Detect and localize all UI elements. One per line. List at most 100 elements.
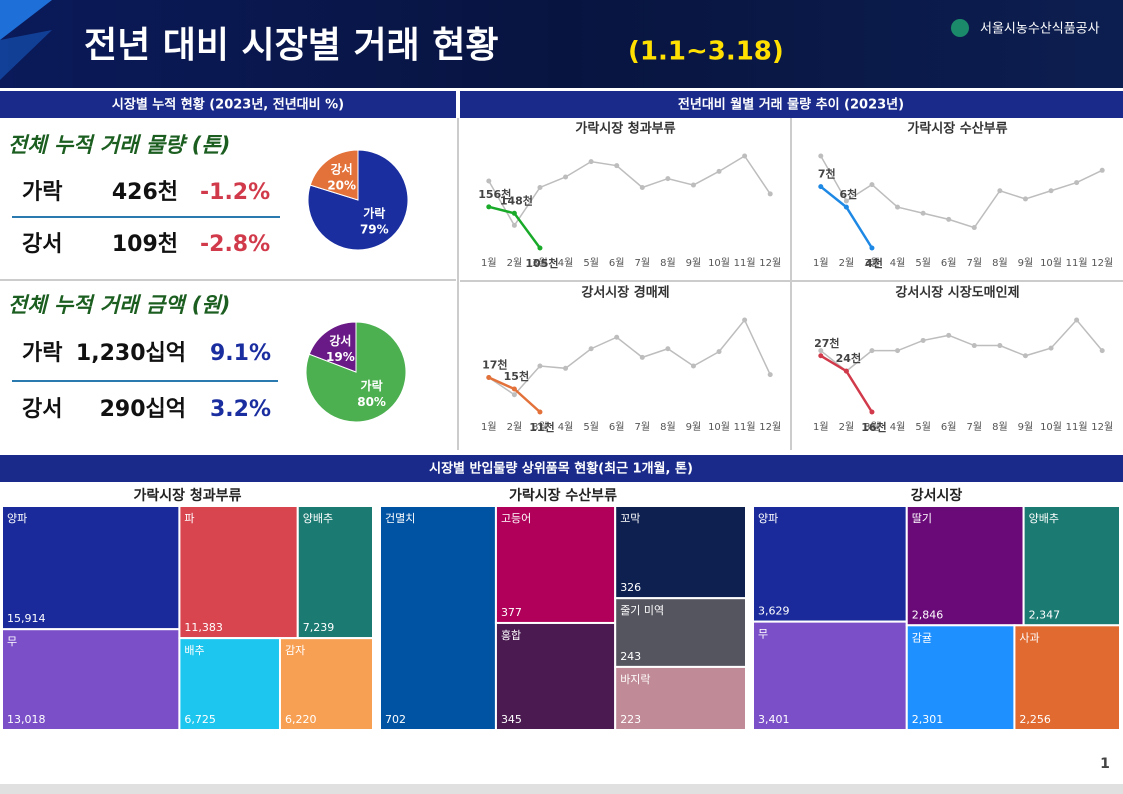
x-tick-label: 8월	[660, 257, 676, 269]
tile	[494, 505, 617, 624]
point	[767, 191, 773, 197]
x-tick-label: 12월	[759, 257, 781, 269]
x-tick-label: 4월	[890, 421, 906, 433]
point	[869, 409, 875, 415]
point	[563, 365, 569, 371]
tile-label: 건멸치	[385, 512, 415, 525]
point	[946, 216, 952, 222]
point	[511, 210, 517, 216]
tile	[1, 505, 181, 631]
x-tick-label: 5월	[915, 257, 931, 269]
x-tick-label: 1월	[481, 257, 497, 269]
tile	[296, 505, 374, 640]
x-tick-label: 8월	[992, 421, 1008, 433]
point	[767, 372, 773, 378]
x-tick-label: 11월	[734, 257, 756, 269]
section-bar	[460, 91, 1123, 118]
section-bar	[0, 91, 456, 118]
x-tick-label: 4월	[558, 257, 574, 269]
tile-value: 6,220	[285, 713, 317, 726]
logo	[951, 19, 969, 37]
point	[869, 348, 875, 354]
x-tick-label: 10월	[1040, 257, 1062, 269]
tile	[752, 620, 908, 732]
tile-label: 꼬막	[620, 512, 640, 525]
x-tick-label: 6월	[941, 257, 957, 269]
tile-value: 13,018	[7, 713, 46, 726]
point	[971, 343, 977, 349]
x-tick-label: 7월	[967, 257, 983, 269]
value: 426천	[112, 180, 178, 205]
point	[1048, 345, 1054, 351]
x-tick-label: 8월	[660, 421, 676, 433]
point	[869, 245, 875, 251]
line	[820, 155, 1103, 229]
point	[563, 174, 569, 180]
data-label: 148천	[500, 193, 533, 207]
data-label: 7천	[818, 167, 836, 181]
x-tick-label: 7월	[635, 421, 651, 433]
slice-value: 80%	[357, 395, 386, 409]
point	[946, 332, 952, 338]
data-label: 6천	[839, 187, 857, 201]
x-tick-label: 9월	[686, 257, 702, 269]
point	[690, 363, 696, 369]
header-bg	[0, 0, 1123, 88]
value: 290십억	[100, 397, 186, 422]
point	[486, 375, 492, 380]
point	[665, 176, 671, 182]
chart-title: 강서시장 경매제	[581, 285, 669, 301]
point	[920, 337, 926, 343]
tile-value: 2,347	[1029, 608, 1061, 621]
line	[488, 318, 771, 396]
x-tick-label: 3월	[532, 421, 548, 433]
tile	[905, 505, 1025, 627]
line	[488, 154, 771, 227]
point	[716, 168, 722, 174]
point	[742, 153, 748, 159]
x-tick-label: 7월	[967, 421, 983, 433]
tile-value: 243	[620, 650, 641, 663]
point	[537, 245, 543, 251]
data-label: 17천	[482, 358, 507, 372]
point	[639, 184, 645, 190]
chart-title: 가락시장 수산부류	[907, 121, 1007, 137]
slice-value: 20%	[327, 178, 356, 192]
x-tick-label: 9월	[1018, 421, 1034, 433]
x-tick-label: 8월	[992, 257, 1008, 269]
tile-value: 2,846	[912, 608, 944, 621]
x-tick-label: 3월	[864, 421, 880, 433]
x-tick-label: 4월	[558, 421, 574, 433]
tile-label: 무	[7, 635, 17, 648]
point	[971, 225, 977, 231]
x-tick-label: 7월	[635, 257, 651, 269]
point	[716, 349, 722, 355]
point	[843, 368, 849, 374]
footer-strip	[0, 784, 1123, 794]
x-tick-label: 1월	[813, 257, 829, 269]
point	[818, 184, 824, 190]
x-tick-label: 3월	[532, 257, 548, 269]
market: 강서	[22, 232, 62, 257]
market: 가락	[22, 341, 62, 366]
pie-slice	[308, 321, 357, 373]
pie-slice	[309, 149, 359, 201]
data-label: 4천	[865, 256, 883, 270]
period: (1.1~3.18)	[628, 37, 784, 67]
slice-value: 79%	[360, 223, 389, 237]
point	[1074, 317, 1080, 323]
data-label: 15천	[504, 369, 529, 383]
point	[1099, 167, 1105, 173]
data-label: 27천	[814, 336, 839, 350]
tile	[1, 628, 181, 731]
slice-label: 가락	[363, 206, 385, 221]
tile	[614, 665, 748, 732]
point	[895, 348, 901, 354]
page-number: 1	[1100, 756, 1110, 772]
data-label: 105천	[525, 256, 558, 270]
point	[997, 188, 1003, 194]
org-name: 서울시농수산식품공사	[980, 22, 1100, 37]
x-tick-label: 5월	[583, 421, 599, 433]
point	[588, 346, 594, 352]
x-tick-label: 1월	[481, 421, 497, 433]
